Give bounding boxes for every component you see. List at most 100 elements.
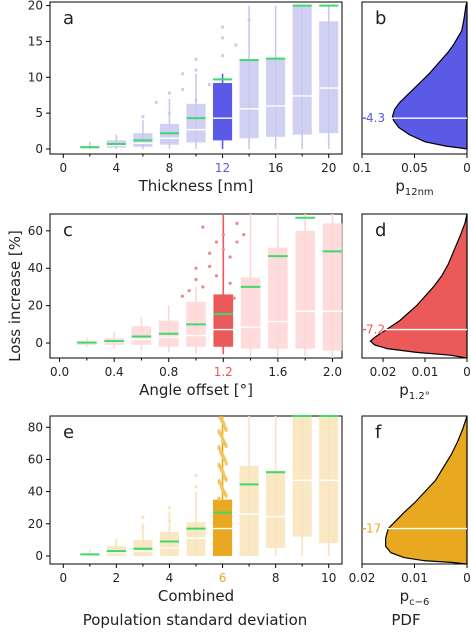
outlier-point [220,433,224,437]
x-tick-label: 16 [268,161,283,175]
outlier-point [220,25,225,29]
panel-label: c [63,220,73,241]
panel-label: a [63,8,74,29]
box [159,531,180,556]
pdf-x-axis-label: p1.2° [399,381,429,402]
box [212,83,233,141]
pdf-x-axis-label: pc−6 [400,587,430,608]
outlier-point [201,285,205,289]
outlier-point [167,506,172,510]
y-axis-label: Loss increase [%] [6,230,24,362]
outlier-point [214,274,219,278]
x-tick-label: 0.8 [159,365,178,379]
pdf-x-axis-label-main: p [395,177,405,195]
box [266,58,286,137]
outlier-point [221,247,225,252]
outlier-point [141,115,145,119]
x-tick-label: 0.01 [401,571,428,585]
x-tick-label: 2 [113,571,121,585]
x-tick-label: 20 [321,161,336,175]
outlier-point [224,461,228,465]
outlier-point [222,422,226,426]
bottom-left-label: Population standard deviation [83,611,308,629]
pdf-area [369,213,468,359]
x-tick-label: 12 [215,161,230,175]
x-tick-label: 0 [463,365,471,379]
outlier-point [194,277,198,282]
y-tick-label: 20 [28,299,43,313]
outlier-point [180,294,184,298]
y-tick-label: 20 [28,517,43,531]
box [239,59,259,139]
y-tick-label: 20 [28,0,43,13]
y-tick-label: 0 [35,336,43,350]
x-axis-label: Thickness [nm] [138,177,254,195]
box [186,103,206,143]
outlier-point [224,443,228,447]
pdf-x-axis-label-main: p [400,587,410,605]
x-tick-label: 0 [463,571,471,585]
pdf-x-axis-label-sub: 12nm [405,187,434,198]
y-tick-label: 10 [28,70,43,84]
pdf-area [385,415,468,565]
outlier-point [167,91,172,95]
box [266,470,286,548]
box [240,277,261,349]
box [319,21,339,134]
y-tick-label: 0 [35,549,43,563]
box [319,416,339,544]
outlier-point [154,100,158,104]
x-tick-label: 4 [166,571,174,585]
pdf-mean-label: 4.3 [366,111,385,125]
outlier-point [187,289,191,293]
outlier-point [207,82,211,87]
outlier-point [224,427,228,431]
box [159,123,180,145]
outlier-point [208,251,212,255]
outlier-point [224,493,228,497]
x-tick-label: 0.02 [370,365,397,379]
outlier-point [201,225,205,229]
outlier-point [194,57,198,61]
x-tick-label: 1.6 [268,365,287,379]
box [292,416,312,537]
x-tick-label: 0.02 [349,571,376,585]
box [295,230,315,349]
pdf-x-axis-label: p12nm [395,177,433,198]
outlier-point [208,264,212,268]
outlier-point [235,221,239,225]
outlier-point [194,68,198,72]
outlier-point [181,72,185,76]
outlier-point [234,43,238,47]
outlier-point [194,266,198,270]
bottom-right-label: PDF [391,611,420,629]
y-tick-label: 5 [35,106,43,120]
y-tick-label: 40 [28,485,43,499]
x-tick-label: 0.1 [352,161,371,175]
outlier-point [232,296,236,300]
x-tick-label: 0.0 [50,365,69,379]
x-tick-label: 8 [166,161,174,175]
box [292,5,312,135]
outlier-point [219,482,223,486]
outlier-point [221,470,225,474]
outlier-point [141,515,145,519]
x-tick-label: 0 [463,161,471,175]
pdf-x-axis-label-main: p [399,381,409,399]
outlier-point [228,281,232,285]
y-tick-label: 60 [28,452,43,466]
x-tick-label: 10 [321,571,336,585]
outlier-point [220,54,225,58]
box [322,223,343,351]
outlier-point [194,485,198,489]
pdf-x-axis-label-sub: c−6 [409,597,429,608]
pdf-mean-label: 7.2 [366,323,385,337]
box [239,465,259,556]
panel-label: e [63,422,74,443]
panel-label: d [375,220,386,241]
x-axis-label: Angle offset [°] [139,381,253,399]
y-tick-label: 80 [28,420,43,434]
outlier-point [224,477,228,481]
panel-label: f [375,422,382,443]
